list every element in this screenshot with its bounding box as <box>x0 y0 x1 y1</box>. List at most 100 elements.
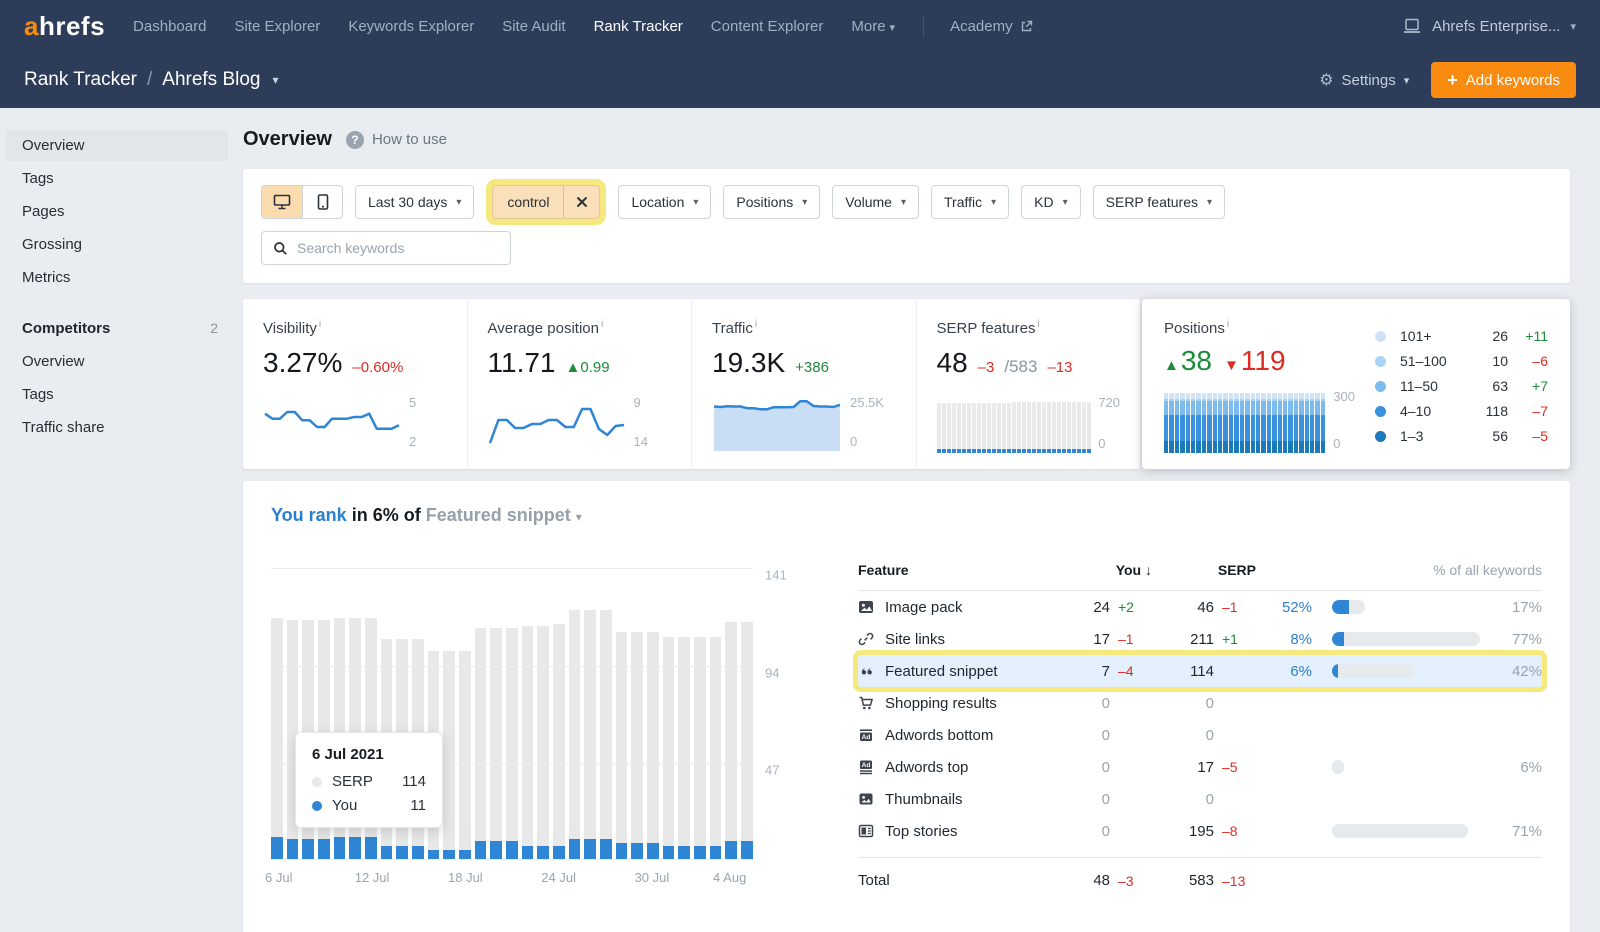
remove-tag-button[interactable] <box>563 186 599 218</box>
mobile-toggle-button[interactable] <box>302 186 342 218</box>
you-change: –1 <box>1118 631 1134 647</box>
col-header-you[interactable]: You ↓ <box>1115 562 1152 578</box>
date-range-dropdown[interactable]: Last 30 days ▾ <box>355 185 475 219</box>
ahrefs-logo[interactable]: ahrefs <box>24 10 106 41</box>
legend-dot <box>1375 330 1386 342</box>
account-menu[interactable]: Ahrefs Enterprise... ▾ <box>1402 18 1576 35</box>
traffic-label: Traffic <box>712 320 753 337</box>
sidebar-item-traffic-share[interactable]: Traffic share <box>22 419 105 436</box>
add-keywords-button[interactable]: + Add keywords <box>1431 62 1576 98</box>
mini-bar <box>1011 393 1016 453</box>
mini-bar <box>946 393 951 453</box>
serp-change: –5 <box>1222 759 1238 775</box>
main-content: Overview ? How to use Last 30 days <box>228 108 1600 932</box>
serp-change: –1 <box>1222 599 1238 615</box>
x-axis-label: 6 Jul <box>265 870 293 885</box>
legend-row-11-50: 11–50 63 +7 <box>1375 378 1548 394</box>
nav-item-keywords-explorer[interactable]: Keywords Explorer <box>348 17 475 35</box>
how-to-use-link[interactable]: ? How to use <box>345 130 447 149</box>
nav-item-content-explorer[interactable]: Content Explorer <box>710 17 824 35</box>
nav-item-site-audit[interactable]: Site Audit <box>502 17 566 35</box>
legend-row-4-10: 4–10 118 –7 <box>1375 403 1548 419</box>
traffic-sparkline <box>713 400 841 451</box>
average-position-change: ▲0.99 <box>565 359 610 376</box>
add-keywords-label: Add keywords <box>1465 71 1560 89</box>
volume-dropdown[interactable]: Volume ▾ <box>832 185 919 219</box>
feature-label: Adwords bottom <box>885 726 994 744</box>
legend-change: +11 <box>1525 328 1548 344</box>
mini-bar <box>1026 393 1031 453</box>
breadcrumb-app[interactable]: Rank Tracker <box>24 69 137 90</box>
feature-row-shopping-results[interactable]: Shopping results 0 0 <box>858 687 1542 719</box>
nav-item-more[interactable]: More ▾ <box>851 17 896 35</box>
feature-label: Thumbnails <box>885 790 963 808</box>
feature-row-featured-snippet[interactable]: Featured snippet 7 –4 114 6% 42% <box>858 655 1542 687</box>
serp-features-dropdown[interactable]: SERP features ▾ <box>1092 185 1226 219</box>
breadcrumb-separator: / <box>146 69 153 90</box>
you-rank-percent: 52% <box>1281 598 1312 616</box>
nav-item-academy[interactable]: Academy <box>950 18 1033 35</box>
sidebar-item-tags[interactable]: Tags <box>22 170 54 187</box>
percent-bar <box>1312 824 1490 838</box>
tag-chip-label[interactable]: control <box>507 194 550 210</box>
search-keywords-input[interactable] <box>297 240 497 256</box>
mini-bar <box>971 393 976 453</box>
adwords-top-icon: Ad <box>860 760 872 775</box>
chevron-down-icon: ▾ <box>900 196 906 208</box>
breadcrumb-project[interactable]: Ahrefs Blog <box>162 69 261 90</box>
shopping-results-icon <box>859 696 874 710</box>
chevron-down-icon[interactable]: ▾ <box>272 73 279 87</box>
mini-stacked-bar <box>1191 387 1196 453</box>
chart-tooltip: 6 Jul 2021 SERP 114 You 11 <box>295 732 443 828</box>
feature-row-adwords-bottom[interactable]: Ad Adwords bottom 0 0 <box>858 719 1542 751</box>
desktop-toggle-button[interactable] <box>262 186 302 218</box>
feature-row-image-pack[interactable]: Image pack 24 +2 46 –1 52% 17% <box>858 591 1542 623</box>
info-icon: i <box>754 319 758 330</box>
mini-stacked-bar <box>1272 387 1277 453</box>
kd-dropdown[interactable]: KD ▾ <box>1021 185 1081 219</box>
feature-row-thumbnails[interactable]: Thumbnails 0 0 <box>858 783 1542 815</box>
sidebar-item-metrics[interactable]: Metrics <box>22 269 71 286</box>
nav-item-dashboard[interactable]: Dashboard <box>133 17 207 35</box>
sidebar-item-overview[interactable]: Overview <box>22 353 85 370</box>
you-value: 0 <box>1101 758 1110 776</box>
mini-stacked-bar <box>1185 387 1191 453</box>
legend-dot <box>1375 430 1386 442</box>
legend-value: 118 <box>1485 403 1508 419</box>
settings-button[interactable]: ⚙ Settings ▾ <box>1319 70 1409 90</box>
external-link-icon <box>1021 20 1032 31</box>
feature-row-site-links[interactable]: Site links 17 –1 211 +1 8% 77% <box>858 623 1542 655</box>
gridline <box>271 568 753 570</box>
info-icon: i <box>318 319 322 330</box>
legend-change: –7 <box>1532 403 1548 419</box>
sidebar-item-overview[interactable]: Overview <box>6 130 228 161</box>
col-header-serp[interactable]: SERP <box>1217 562 1256 578</box>
positions-down-value: ▼119 <box>1224 345 1286 376</box>
nav-item-site-explorer[interactable]: Site Explorer <box>234 17 321 35</box>
sidebar-item-pages[interactable]: Pages <box>22 203 65 220</box>
col-header-feature[interactable]: Feature <box>858 562 909 578</box>
chart-bar <box>537 560 550 860</box>
axis-label: 5 <box>409 395 417 410</box>
feature-selector-dropdown[interactable]: Featured snippet ▾ <box>425 505 582 525</box>
chevron-down-icon: ▾ <box>991 196 997 208</box>
help-label: How to use <box>371 131 447 148</box>
feature-row-top-stories[interactable]: Top stories 0 195 –8 71% <box>858 815 1542 847</box>
chevron-down-icon: ▾ <box>1062 196 1068 208</box>
sidebar: Overview Tags Pages Grossing Metrics Competit… <box>0 108 228 932</box>
serp-change: +1 <box>1222 631 1238 647</box>
sidebar-item-tags[interactable]: Tags <box>22 386 54 403</box>
serp-features-label: SERP features <box>936 320 1036 337</box>
info-icon: i <box>600 319 604 330</box>
sidebar-item-grossing[interactable]: Grossing <box>22 236 83 253</box>
traffic-dropdown[interactable]: Traffic ▾ <box>931 185 1010 219</box>
positions-dropdown[interactable]: Positions ▾ <box>723 185 821 219</box>
legend-value: 10 <box>1492 353 1508 369</box>
you-value: 24 <box>1093 598 1110 616</box>
header-actions: ⚙ Settings ▾ + Add keywords <box>1319 62 1576 98</box>
mini-bar <box>1036 393 1041 453</box>
feature-row-adwords-top[interactable]: Ad Adwords top 0 17 –5 6% <box>858 751 1542 783</box>
location-dropdown[interactable]: Location ▾ <box>618 185 712 219</box>
nav-item-rank-tracker[interactable]: Rank Tracker <box>593 17 683 35</box>
legend-bucket: 1–3 <box>1400 428 1424 444</box>
